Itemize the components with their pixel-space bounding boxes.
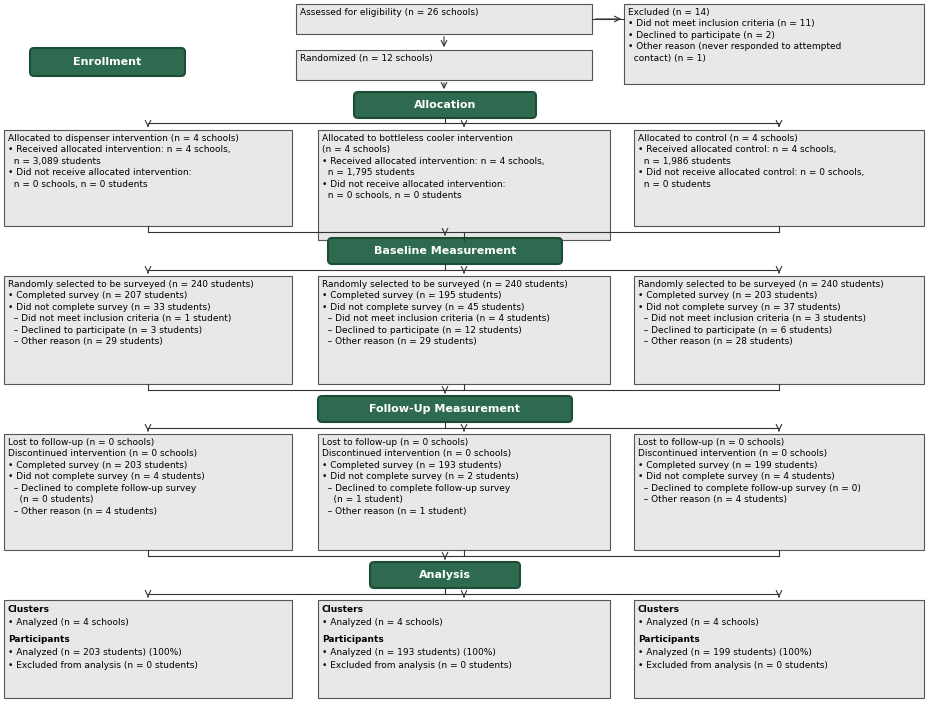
Text: • Excluded from analysis (n = 0 students): • Excluded from analysis (n = 0 students… bbox=[8, 662, 197, 670]
Text: Assessed for eligibility (n = 26 schools): Assessed for eligibility (n = 26 schools… bbox=[299, 8, 478, 17]
Text: • Analyzed (n = 193 students) (100%): • Analyzed (n = 193 students) (100%) bbox=[322, 648, 495, 657]
Text: Allocation: Allocation bbox=[413, 100, 476, 110]
Text: • Excluded from analysis (n = 0 students): • Excluded from analysis (n = 0 students… bbox=[638, 662, 827, 670]
Text: Lost to follow-up (n = 0 schools)
Discontinued intervention (n = 0 schools)
• Co: Lost to follow-up (n = 0 schools) Discon… bbox=[322, 438, 518, 516]
FancyBboxPatch shape bbox=[318, 276, 609, 384]
Text: • Analyzed (n = 199 students) (100%): • Analyzed (n = 199 students) (100%) bbox=[638, 648, 811, 657]
FancyBboxPatch shape bbox=[327, 238, 562, 264]
Text: Participants: Participants bbox=[322, 635, 384, 644]
FancyBboxPatch shape bbox=[296, 4, 591, 34]
FancyBboxPatch shape bbox=[633, 600, 923, 698]
Text: Randomly selected to be surveyed (n = 240 students)
• Completed survey (n = 207 : Randomly selected to be surveyed (n = 24… bbox=[8, 280, 253, 347]
FancyBboxPatch shape bbox=[4, 276, 292, 384]
Text: Lost to follow-up (n = 0 schools)
Discontinued intervention (n = 0 schools)
• Co: Lost to follow-up (n = 0 schools) Discon… bbox=[638, 438, 860, 504]
Text: Allocated to dispenser intervention (n = 4 schools)
• Received allocated interve: Allocated to dispenser intervention (n =… bbox=[8, 134, 238, 189]
FancyBboxPatch shape bbox=[30, 48, 184, 76]
FancyBboxPatch shape bbox=[4, 434, 292, 550]
FancyBboxPatch shape bbox=[296, 50, 591, 80]
Text: • Analyzed (n = 203 students) (100%): • Analyzed (n = 203 students) (100%) bbox=[8, 648, 182, 657]
FancyBboxPatch shape bbox=[318, 130, 609, 240]
Text: Participants: Participants bbox=[638, 635, 699, 644]
Text: Randomly selected to be surveyed (n = 240 students)
• Completed survey (n = 203 : Randomly selected to be surveyed (n = 24… bbox=[638, 280, 883, 347]
Text: • Analyzed (n = 4 schools): • Analyzed (n = 4 schools) bbox=[322, 618, 442, 627]
Text: • Analyzed (n = 4 schools): • Analyzed (n = 4 schools) bbox=[638, 618, 758, 627]
FancyBboxPatch shape bbox=[353, 92, 536, 118]
Text: Clusters: Clusters bbox=[322, 605, 363, 614]
FancyBboxPatch shape bbox=[633, 276, 923, 384]
FancyBboxPatch shape bbox=[318, 600, 609, 698]
Text: Allocated to bottleless cooler intervention
(n = 4 schools)
• Received allocated: Allocated to bottleless cooler intervent… bbox=[322, 134, 544, 200]
Text: Excluded (n = 14)
• Did not meet inclusion criteria (n = 11)
• Declined to parti: Excluded (n = 14) • Did not meet inclusi… bbox=[628, 8, 841, 63]
FancyBboxPatch shape bbox=[4, 130, 292, 226]
Text: Follow-Up Measurement: Follow-Up Measurement bbox=[369, 404, 520, 414]
Text: Baseline Measurement: Baseline Measurement bbox=[374, 246, 515, 256]
Text: Randomly selected to be surveyed (n = 240 students)
• Completed survey (n = 195 : Randomly selected to be surveyed (n = 24… bbox=[322, 280, 567, 347]
Text: Lost to follow-up (n = 0 schools)
Discontinued intervention (n = 0 schools)
• Co: Lost to follow-up (n = 0 schools) Discon… bbox=[8, 438, 205, 516]
FancyBboxPatch shape bbox=[633, 434, 923, 550]
FancyBboxPatch shape bbox=[623, 4, 923, 84]
Text: Analysis: Analysis bbox=[419, 570, 471, 580]
FancyBboxPatch shape bbox=[370, 562, 519, 588]
FancyBboxPatch shape bbox=[318, 434, 609, 550]
Text: Enrollment: Enrollment bbox=[73, 57, 142, 67]
Text: Participants: Participants bbox=[8, 635, 70, 644]
Text: Randomized (n = 12 schools): Randomized (n = 12 schools) bbox=[299, 54, 432, 63]
Text: • Analyzed (n = 4 schools): • Analyzed (n = 4 schools) bbox=[8, 618, 129, 627]
Text: Clusters: Clusters bbox=[638, 605, 679, 614]
Text: Clusters: Clusters bbox=[8, 605, 50, 614]
FancyBboxPatch shape bbox=[318, 396, 571, 422]
Text: • Excluded from analysis (n = 0 students): • Excluded from analysis (n = 0 students… bbox=[322, 662, 512, 670]
FancyBboxPatch shape bbox=[633, 130, 923, 226]
FancyBboxPatch shape bbox=[4, 600, 292, 698]
Text: Allocated to control (n = 4 schools)
• Received allocated control: n = 4 schools: Allocated to control (n = 4 schools) • R… bbox=[638, 134, 863, 189]
